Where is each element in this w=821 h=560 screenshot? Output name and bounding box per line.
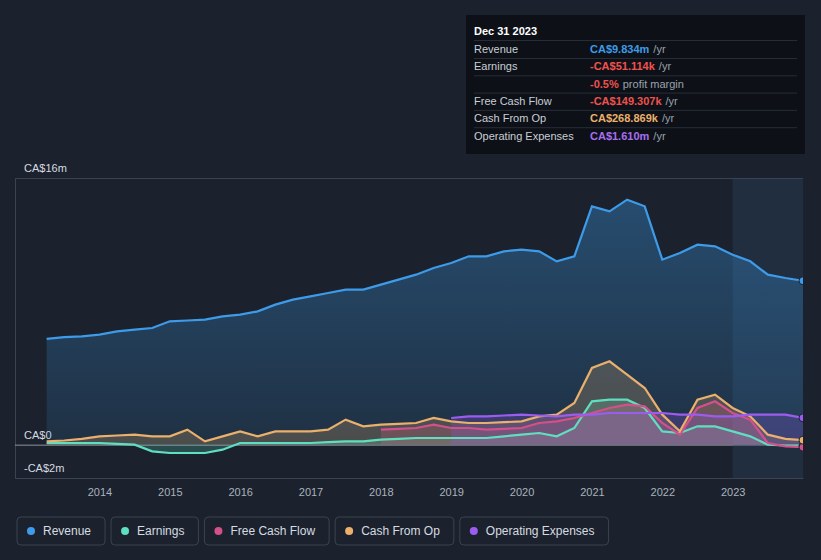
y-axis-line bbox=[15, 179, 16, 479]
y-tick-label: -CA$2m bbox=[24, 462, 64, 474]
tooltip-separator bbox=[474, 110, 797, 111]
x-tick-label: 2016 bbox=[228, 486, 252, 498]
end-dot bbox=[799, 436, 803, 444]
legend-item[interactable]: Operating Expenses bbox=[460, 517, 609, 545]
x-tick: 2021 bbox=[580, 478, 604, 498]
chart: -CA$2mCA$0CA$16m 2014 2015 2016 2017 2018 2019… bbox=[0, 0, 821, 560]
tooltip-unit: /yr bbox=[653, 130, 666, 142]
tooltip-unit: /yr bbox=[659, 60, 672, 72]
tooltip-unit: /yr bbox=[666, 95, 679, 107]
tooltip-value-text: CA$1.610m bbox=[590, 130, 650, 142]
x-tick-label: 2015 bbox=[158, 486, 182, 498]
tooltip-value: CA$9.834m/yr bbox=[590, 43, 666, 55]
x-axis: 2014 2015 2016 2017 2018 2019 2020 2021 2022 2023 bbox=[16, 478, 804, 498]
tooltip-title: Dec 31 2023 bbox=[474, 25, 537, 37]
x-tick-label: 2019 bbox=[439, 486, 463, 498]
legend-box[interactable] bbox=[335, 517, 454, 545]
y-tick: -CA$2m bbox=[15, 462, 803, 479]
tooltip: Dec 31 2023 Revenue CA$9.834m/yr Earnings -C… bbox=[466, 15, 805, 154]
end-dot bbox=[799, 277, 803, 285]
legend-swatch bbox=[121, 527, 129, 535]
legend-item[interactable]: Earnings bbox=[111, 517, 198, 545]
tooltip-value-text: CA$9.834m bbox=[590, 43, 650, 55]
legend-label: Earnings bbox=[137, 524, 184, 538]
tooltip-separator bbox=[474, 93, 797, 94]
series-line bbox=[381, 401, 803, 447]
tooltip-unit: /yr bbox=[662, 112, 675, 124]
legend-item[interactable]: Revenue bbox=[17, 517, 105, 545]
x-tick: 2023 bbox=[721, 478, 745, 498]
plot-area bbox=[47, 178, 803, 478]
x-tick: 2020 bbox=[510, 478, 534, 498]
y-tick-label: CA$16m bbox=[24, 162, 67, 174]
legend-item[interactable]: Free Cash Flow bbox=[204, 517, 329, 545]
legend-box[interactable] bbox=[111, 517, 198, 545]
legend-label: Free Cash Flow bbox=[230, 524, 315, 538]
tooltip-label: Cash From Op bbox=[474, 112, 546, 124]
tooltip-value-text: -0.5% bbox=[590, 78, 619, 90]
tooltip-separator bbox=[474, 75, 797, 76]
tooltip-value: CA$268.869k/yr bbox=[590, 112, 674, 124]
legend-label: Operating Expenses bbox=[486, 524, 595, 538]
legend-swatch bbox=[470, 527, 478, 535]
legend: Revenue Earnings Free Cash Flow Cash From O… bbox=[17, 517, 609, 545]
legend-item[interactable]: Cash From Op bbox=[335, 517, 454, 545]
y-tick: CA$16m bbox=[15, 162, 803, 179]
legend-box[interactable] bbox=[204, 517, 329, 545]
x-tick: 2022 bbox=[651, 478, 675, 498]
end-dot bbox=[799, 414, 803, 422]
legend-label: Revenue bbox=[43, 524, 91, 538]
series-line bbox=[47, 361, 803, 441]
tooltip-separator bbox=[474, 127, 797, 128]
series-line bbox=[451, 413, 803, 418]
legend-box[interactable] bbox=[17, 517, 105, 545]
tooltip-box bbox=[466, 15, 805, 154]
tooltip-unit: /yr bbox=[653, 43, 666, 55]
legend-swatch bbox=[345, 527, 353, 535]
series-area bbox=[47, 361, 803, 444]
x-tick-label: 2022 bbox=[651, 486, 675, 498]
grid-line bbox=[15, 178, 803, 179]
y-axis: -CA$2mCA$0CA$16m bbox=[15, 162, 803, 479]
tooltip-label: Revenue bbox=[474, 43, 518, 55]
series-area bbox=[47, 400, 803, 453]
x-tick-label: 2023 bbox=[721, 486, 745, 498]
grid-line bbox=[15, 478, 803, 479]
tooltip-value: -0.5% profit margin bbox=[590, 78, 684, 90]
tooltip-unit: profit margin bbox=[623, 78, 684, 90]
legend-swatch bbox=[27, 527, 35, 535]
x-tick-label: 2018 bbox=[369, 486, 393, 498]
tooltip-value: CA$1.610m/yr bbox=[590, 130, 666, 142]
tooltip-value-text: CA$268.869k bbox=[590, 112, 659, 124]
x-tick: 2016 bbox=[228, 478, 252, 498]
tooltip-label: Free Cash Flow bbox=[474, 95, 552, 107]
tooltip-label: Operating Expenses bbox=[474, 130, 574, 142]
x-tick-label: 2021 bbox=[580, 486, 604, 498]
x-tick: 2018 bbox=[369, 478, 393, 498]
x-tick-label: 2014 bbox=[88, 486, 112, 498]
series-line bbox=[47, 400, 803, 453]
tooltip-value: -CA$51.114k/yr bbox=[590, 60, 671, 72]
tooltip-label: Earnings bbox=[474, 60, 518, 72]
series-area bbox=[47, 200, 803, 445]
legend-box[interactable] bbox=[460, 517, 609, 545]
series-line bbox=[47, 200, 803, 339]
x-tick: 2014 bbox=[88, 478, 112, 498]
x-tick-label: 2017 bbox=[299, 486, 323, 498]
legend-swatch bbox=[214, 527, 222, 535]
x-tick-label: 2020 bbox=[510, 486, 534, 498]
x-tick: 2015 bbox=[158, 478, 182, 498]
x-tick: 2019 bbox=[439, 478, 463, 498]
legend-label: Cash From Op bbox=[361, 524, 440, 538]
tooltip-separator bbox=[474, 40, 797, 41]
x-tick: 2017 bbox=[299, 478, 323, 498]
tooltip-value-text: -CA$149.307k bbox=[590, 95, 662, 107]
x-axis-line bbox=[16, 478, 804, 479]
tooltip-separator bbox=[474, 58, 797, 59]
tooltip-value-text: -CA$51.114k bbox=[590, 60, 656, 72]
tooltip-value: -CA$149.307k/yr bbox=[590, 95, 678, 107]
